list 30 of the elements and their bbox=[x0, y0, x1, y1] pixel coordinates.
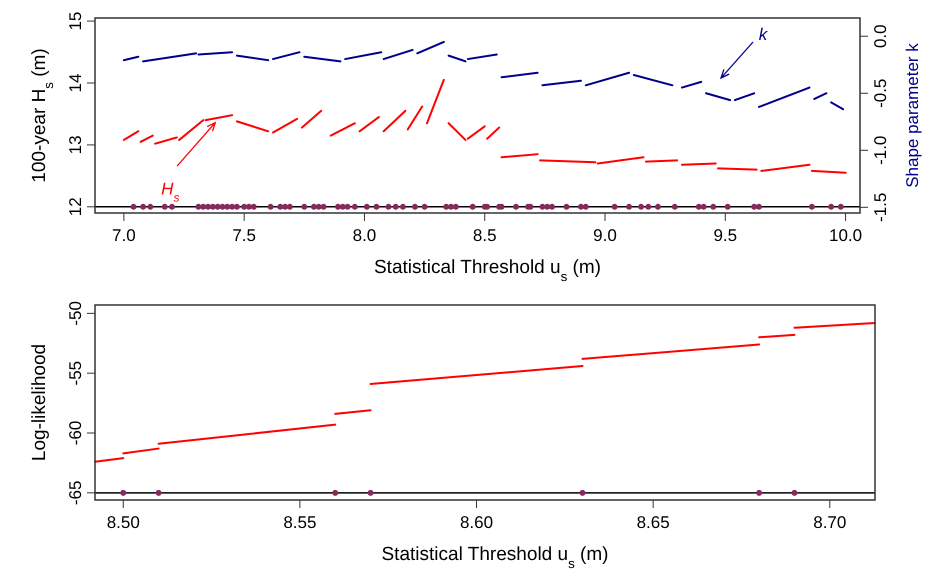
y-tick-label: -60 bbox=[66, 420, 85, 446]
y-tick-label: 12 bbox=[66, 197, 85, 216]
annotation: H$_{s}$ bbox=[161, 180, 180, 205]
x-tick-label: 8.55 bbox=[283, 513, 316, 532]
y-tick-label: 14 bbox=[66, 74, 85, 92]
x-tick-label: 8.0 bbox=[352, 226, 376, 245]
x-tick-label: 7.0 bbox=[112, 226, 136, 245]
y2-tick-label: -0.5 bbox=[871, 78, 890, 108]
y-tick-label: -55 bbox=[66, 360, 85, 386]
x-tick-label: 9.0 bbox=[593, 226, 617, 245]
y-tick-label: -65 bbox=[66, 480, 85, 506]
x-tick-label: 7.5 bbox=[232, 226, 256, 245]
y2-tick-label: -1.5 bbox=[871, 192, 890, 222]
x-axis-title: Statistical Threshold u$_{s}$ (m) bbox=[382, 544, 608, 570]
x-tick-label: 8.65 bbox=[636, 513, 670, 532]
y2-tick-label: -1.0 bbox=[871, 136, 890, 165]
y-tick-label: -50 bbox=[66, 301, 85, 326]
x-axis-title: Statistical Threshold u$_{s}$ (m) bbox=[374, 257, 601, 284]
x-tick-label: 10.0 bbox=[829, 226, 862, 245]
y2-tick-label: 0.0 bbox=[871, 24, 890, 48]
annotation: k bbox=[758, 25, 769, 44]
x-tick-label: 8.60 bbox=[460, 513, 494, 532]
x-tick-label: 8.50 bbox=[106, 513, 140, 532]
x-tick-label: 8.70 bbox=[813, 513, 846, 532]
y-axis-title: Log-likelihood bbox=[29, 344, 50, 462]
x-tick-label: 8.5 bbox=[472, 226, 497, 245]
y2-axis-title: Shape parameter k bbox=[903, 42, 922, 188]
x-tick-label: 9.5 bbox=[713, 226, 738, 245]
y-tick-label: 15 bbox=[66, 12, 85, 31]
y-tick-label: 13 bbox=[66, 135, 85, 154]
